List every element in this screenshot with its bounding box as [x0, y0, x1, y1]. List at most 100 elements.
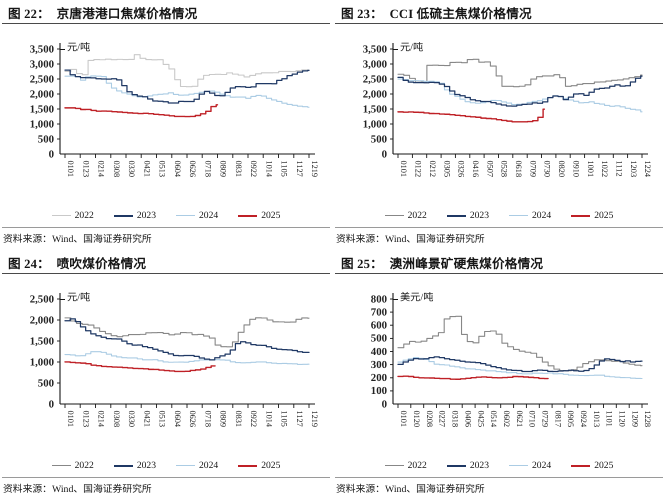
- svg-text:1120: 1120: [618, 411, 627, 427]
- svg-text:500: 500: [371, 333, 387, 345]
- svg-text:0618: 0618: [514, 161, 523, 178]
- svg-text:2,500: 2,500: [30, 73, 54, 85]
- svg-text:0924: 0924: [579, 411, 588, 428]
- svg-text:3,000: 3,000: [30, 58, 54, 70]
- svg-text:0416: 0416: [471, 161, 480, 178]
- svg-text:1105: 1105: [280, 161, 289, 177]
- svg-text:0214: 0214: [97, 411, 106, 428]
- svg-text:0318: 0318: [451, 411, 460, 428]
- svg-text:1014: 1014: [264, 411, 273, 428]
- svg-text:0305: 0305: [442, 161, 451, 178]
- svg-text:2,000: 2,000: [363, 88, 387, 100]
- svg-text:0425: 0425: [476, 411, 485, 428]
- svg-text:3,500: 3,500: [30, 43, 54, 55]
- svg-text:0730: 0730: [543, 161, 552, 178]
- svg-text:元/吨: 元/吨: [400, 42, 423, 54]
- svg-text:0626: 0626: [188, 161, 197, 178]
- svg-text:1203: 1203: [629, 161, 638, 178]
- svg-text:0212: 0212: [428, 161, 437, 178]
- svg-text:1112: 1112: [615, 161, 624, 177]
- svg-text:700: 700: [371, 306, 387, 318]
- svg-text:1013: 1013: [592, 411, 601, 428]
- svg-text:1105: 1105: [280, 411, 289, 427]
- svg-text:0406: 0406: [463, 411, 472, 428]
- svg-text:0: 0: [382, 398, 387, 410]
- svg-text:1022: 1022: [600, 161, 609, 178]
- svg-text:0922: 0922: [249, 161, 258, 178]
- svg-text:0308: 0308: [112, 161, 121, 178]
- svg-text:0330: 0330: [127, 161, 136, 178]
- svg-text:0831: 0831: [234, 161, 243, 178]
- svg-text:1219: 1219: [310, 161, 319, 178]
- svg-text:0626: 0626: [188, 411, 197, 428]
- svg-text:0308: 0308: [112, 411, 121, 428]
- svg-text:600: 600: [371, 320, 387, 332]
- svg-text:0101: 0101: [66, 161, 75, 178]
- svg-text:0621: 0621: [515, 411, 524, 428]
- svg-text:0101: 0101: [399, 161, 408, 178]
- svg-text:200: 200: [371, 372, 387, 384]
- svg-text:1127: 1127: [295, 411, 304, 427]
- svg-text:0123: 0123: [82, 411, 91, 428]
- svg-text:1,000: 1,000: [30, 356, 54, 368]
- svg-text:0214: 0214: [97, 161, 106, 178]
- svg-text:1014: 1014: [264, 161, 273, 178]
- svg-text:1228: 1228: [643, 411, 652, 428]
- svg-text:0101: 0101: [66, 411, 75, 428]
- svg-text:0604: 0604: [173, 161, 182, 178]
- svg-text:0513: 0513: [158, 411, 167, 428]
- svg-text:0326: 0326: [457, 161, 466, 178]
- svg-text:0208: 0208: [425, 411, 434, 428]
- svg-text:0809: 0809: [219, 161, 228, 178]
- svg-text:0514: 0514: [489, 411, 498, 428]
- svg-text:1001: 1001: [586, 161, 595, 178]
- svg-text:1101: 1101: [605, 411, 614, 427]
- svg-text:0820: 0820: [557, 161, 566, 178]
- svg-text:300: 300: [371, 359, 387, 371]
- svg-text:1,500: 1,500: [30, 335, 54, 347]
- svg-text:1,000: 1,000: [363, 118, 387, 130]
- svg-text:1,500: 1,500: [363, 103, 387, 115]
- svg-text:0817: 0817: [553, 411, 562, 428]
- svg-text:美元/吨: 美元/吨: [400, 292, 433, 304]
- svg-text:0: 0: [49, 148, 54, 160]
- svg-text:0227: 0227: [438, 411, 447, 428]
- svg-text:0330: 0330: [127, 411, 136, 428]
- svg-text:0602: 0602: [502, 411, 511, 428]
- svg-text:0718: 0718: [203, 161, 212, 178]
- svg-text:100: 100: [371, 385, 387, 397]
- svg-text:1209: 1209: [630, 411, 639, 428]
- svg-text:1127: 1127: [295, 161, 304, 177]
- svg-text:400: 400: [371, 346, 387, 358]
- svg-text:元/吨: 元/吨: [67, 292, 90, 304]
- svg-text:0922: 0922: [249, 411, 258, 428]
- svg-text:0905: 0905: [566, 411, 575, 428]
- svg-text:500: 500: [38, 377, 54, 389]
- svg-text:500: 500: [38, 133, 54, 145]
- svg-text:0809: 0809: [219, 411, 228, 428]
- svg-text:元/吨: 元/吨: [67, 42, 90, 54]
- svg-text:0120: 0120: [412, 411, 421, 428]
- svg-text:0718: 0718: [203, 411, 212, 428]
- svg-text:2,500: 2,500: [363, 73, 387, 85]
- svg-text:0: 0: [49, 398, 54, 410]
- svg-text:0831: 0831: [234, 411, 243, 428]
- svg-text:1224: 1224: [643, 161, 652, 178]
- svg-text:0421: 0421: [142, 161, 151, 178]
- svg-text:0910: 0910: [571, 161, 580, 178]
- svg-text:0710: 0710: [528, 411, 537, 428]
- svg-text:0604: 0604: [173, 411, 182, 428]
- svg-text:2,000: 2,000: [30, 88, 54, 100]
- svg-text:1,500: 1,500: [30, 103, 54, 115]
- svg-text:0709: 0709: [528, 161, 537, 178]
- svg-text:0101: 0101: [399, 411, 408, 428]
- svg-text:2,000: 2,000: [30, 314, 54, 326]
- svg-text:0513: 0513: [158, 161, 167, 178]
- svg-text:0421: 0421: [142, 411, 151, 428]
- svg-text:0528: 0528: [500, 161, 509, 178]
- svg-text:0507: 0507: [485, 161, 494, 178]
- svg-text:0729: 0729: [541, 411, 550, 428]
- svg-text:3,500: 3,500: [363, 43, 387, 55]
- svg-text:2,500: 2,500: [30, 293, 54, 305]
- svg-text:500: 500: [371, 133, 387, 145]
